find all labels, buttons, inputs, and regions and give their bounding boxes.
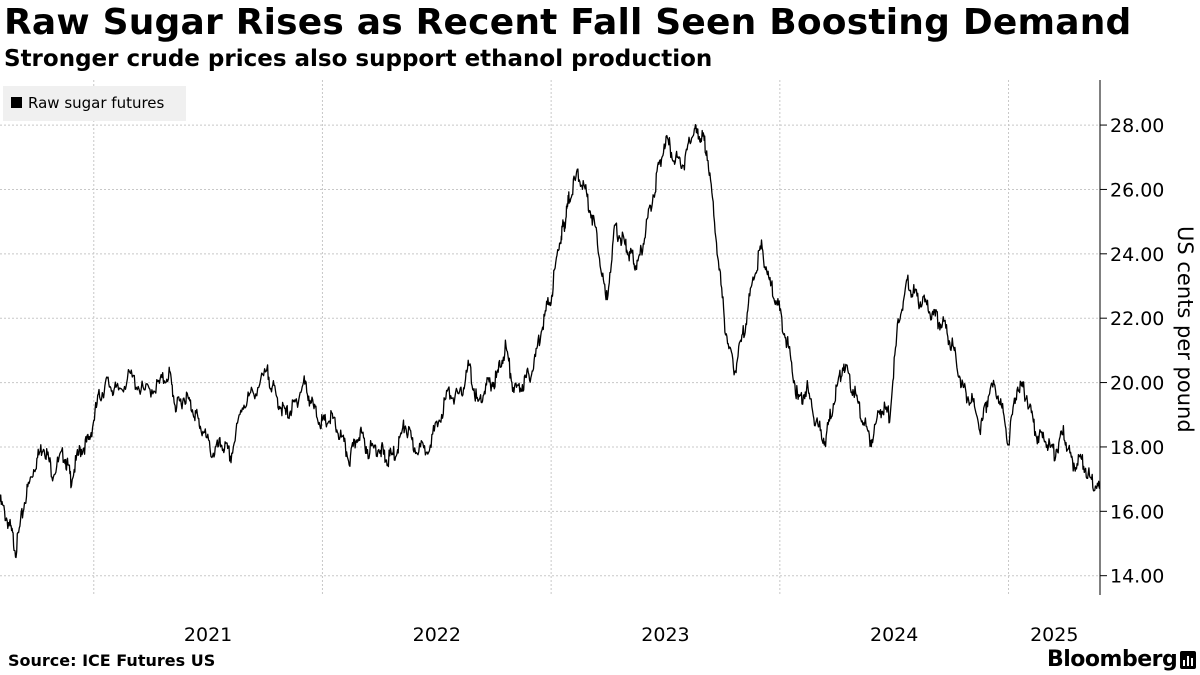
- y-tick-label: 26.00: [1110, 179, 1164, 201]
- x-tick-label: 2024: [870, 624, 918, 646]
- bloomberg-logo: Bloomberg: [1047, 647, 1178, 672]
- chart-title: Raw Sugar Rises as Recent Fall Seen Boos…: [4, 2, 1132, 43]
- y-axis-label: US cents per pound: [1173, 226, 1197, 433]
- y-tick-label: 16.00: [1110, 501, 1164, 523]
- y-tick-label: 22.00: [1110, 308, 1164, 330]
- x-tick-label: 2025: [1030, 624, 1078, 646]
- series-line-raw-sugar-futures: [0, 123, 1101, 559]
- x-axis: 2021 2022 2023 2024 2025: [184, 624, 1079, 646]
- x-tick-label: 2021: [184, 624, 232, 646]
- y-tick-label: 14.00: [1110, 566, 1164, 588]
- legend-swatch: [11, 97, 22, 108]
- gridlines: [0, 80, 1100, 595]
- chart-subtitle: Stronger crude prices also support ethan…: [4, 46, 713, 72]
- source-note: Source: ICE Futures US: [8, 651, 216, 670]
- chart-icon: [1180, 651, 1196, 669]
- y-axis: 14.00 16.00 18.00 20.00 22.00 24.00 26.00 28.00: [1099, 80, 1164, 595]
- legend: Raw sugar futures: [3, 86, 186, 121]
- x-tick-label: 2023: [641, 624, 689, 646]
- y-tick-label: 28.00: [1110, 115, 1164, 137]
- legend-background: [3, 86, 186, 121]
- y-tick-label: 20.00: [1110, 373, 1164, 395]
- y-tick-label: 24.00: [1110, 244, 1164, 266]
- legend-entry-raw-sugar-futures: Raw sugar futures: [28, 94, 165, 112]
- series-layer: [0, 123, 1101, 559]
- y-tick-label: 18.00: [1110, 437, 1164, 459]
- x-tick-label: 2022: [413, 624, 461, 646]
